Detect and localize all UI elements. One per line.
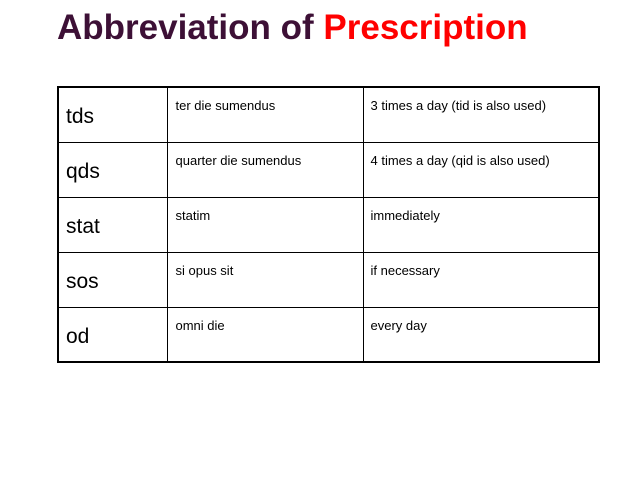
latin-term-cell: si opus sit [166,251,364,308]
abbreviation-cell: sos [57,251,168,308]
latin-term-cell: statim [166,196,364,253]
meaning-cell: immediately [362,196,600,253]
table-row: qds quarter die sumendus 4 times a day (… [57,141,600,198]
table-row: sos si opus sit if necessary [57,251,600,308]
latin-term-cell: quarter die sumendus [166,141,364,198]
meaning-cell: 3 times a day (tid is also used) [362,86,600,143]
meaning-cell: 4 times a day (qid is also used) [362,141,600,198]
meaning-cell: every day [362,306,600,363]
meaning-cell: if necessary [362,251,600,308]
abbreviation-cell: od [57,306,168,363]
table-row: tds ter die sumendus 3 times a day (tid … [57,86,600,143]
table-row: stat statim immediately [57,196,600,253]
title-main-text: Abbreviation of [57,8,324,47]
abbreviation-cell: qds [57,141,168,198]
abbreviation-cell: stat [57,196,168,253]
table-row: od omni die every day [57,306,600,363]
page-title: Abbreviation of Prescription [57,8,528,48]
latin-term-cell: ter die sumendus [166,86,364,143]
title-accent-text: Prescription [323,8,528,47]
abbreviation-table: tds ter die sumendus 3 times a day (tid … [57,86,600,363]
abbreviation-cell: tds [57,86,168,143]
latin-term-cell: omni die [166,306,364,363]
